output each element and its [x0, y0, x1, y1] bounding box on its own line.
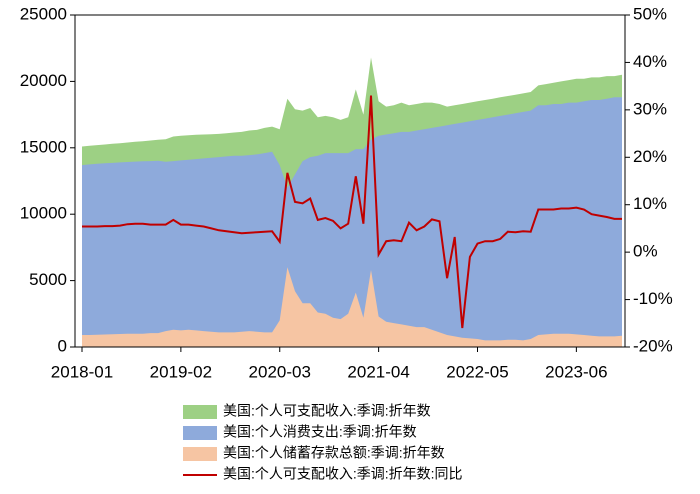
area: [82, 267, 622, 347]
legend-label: 美国:个人可支配收入:季调:折年数:同比: [223, 466, 463, 482]
plot-frame: [74, 14, 626, 348]
legend-swatch: [183, 447, 217, 461]
x-tick-label: 2020-03: [249, 362, 311, 381]
legend-swatch: [183, 405, 217, 419]
y-tick-label: 15000: [20, 137, 67, 156]
y-tick-label: 25000: [20, 4, 67, 23]
x-tick-label: 2022-05: [446, 362, 508, 381]
y-tick-label: 0: [58, 336, 67, 355]
x-tick-label: 2019-02: [150, 362, 212, 381]
x-tick-label: 2023-06: [545, 362, 607, 381]
legend-swatch: [183, 426, 217, 440]
y-tick-label: 5000: [29, 270, 67, 289]
area: [82, 97, 622, 347]
plot-area: [82, 57, 622, 347]
y-tick-label: 10000: [20, 204, 67, 223]
y2-tick-label: -10%: [633, 289, 673, 308]
y2-tick-label: 50%: [633, 4, 667, 23]
x-tick-label: 2021-04: [347, 362, 409, 381]
legend-label: 美国:个人消费支出:季调:折年数: [223, 424, 417, 440]
y-tick-label: 20000: [20, 71, 67, 90]
y2-tick-label: 40%: [633, 52, 667, 71]
y2-tick-label: 30%: [633, 99, 667, 118]
y2-tick-label: 20%: [633, 147, 667, 166]
x-tick-label: 2018-01: [51, 362, 113, 381]
y2-tick-label: -20%: [633, 336, 673, 355]
legend-label: 美国:个人可支配收入:季调:折年数: [223, 403, 431, 419]
line: [82, 95, 622, 329]
y2-tick-label: 0%: [633, 242, 658, 261]
legend-label: 美国:个人储蓄存款总额:季调:折年数: [223, 445, 445, 461]
y2-tick-label: 10%: [633, 194, 667, 213]
